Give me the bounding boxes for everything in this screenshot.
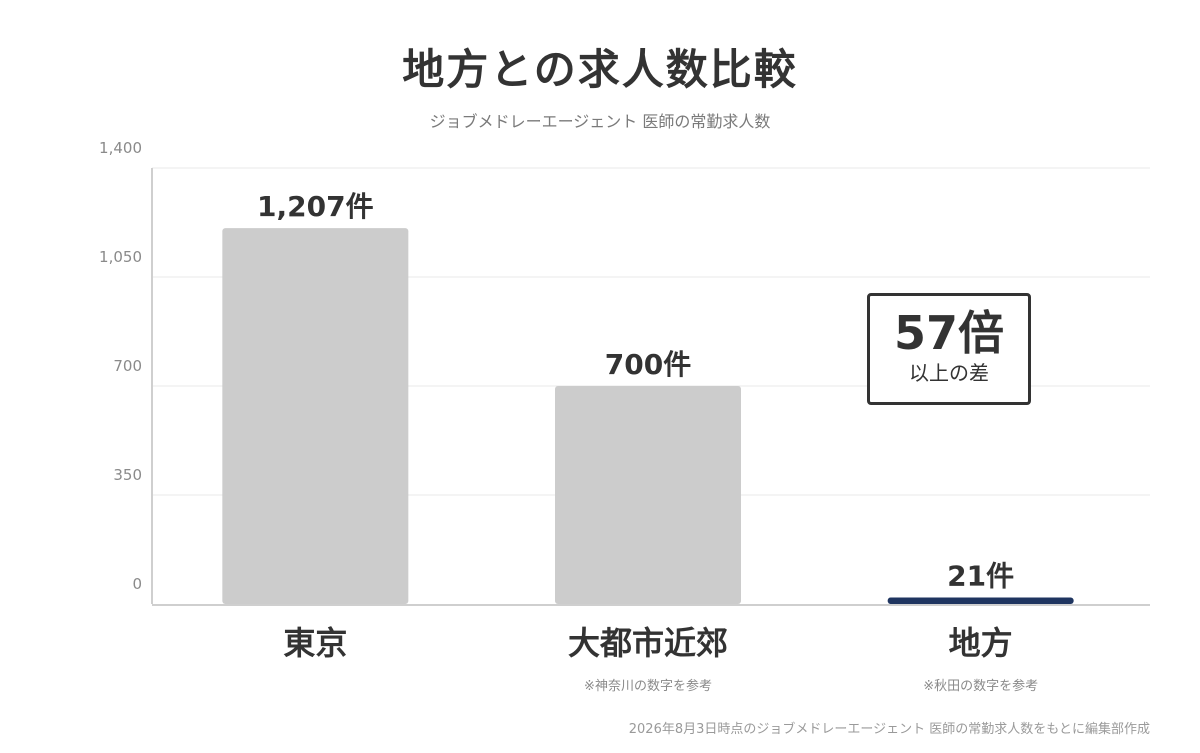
category-label: 東京: [283, 624, 347, 662]
y-tick-label: 1,050: [99, 248, 142, 266]
category-label: 地方: [949, 624, 1013, 662]
category-note: ※秋田の数字を参考: [923, 678, 1038, 694]
data-label: 21件: [947, 559, 1014, 592]
ratio-callout-value: 57倍: [893, 306, 1004, 360]
y-tick-label: 700: [113, 357, 142, 375]
source-footnote: 2026年8月3日時点のジョブメドレーエージェント 医師の常勤求人数をもとに編集…: [628, 722, 1150, 737]
data-label: 700件: [605, 348, 691, 381]
y-tick-label: 0: [132, 575, 142, 593]
data-label: 1,207件: [257, 190, 374, 223]
ratio-callout: 57倍 以上の差: [867, 293, 1031, 405]
bar: [222, 228, 409, 604]
category-label: 大都市近郊: [568, 624, 728, 662]
ratio-callout-caption: 以上の差: [909, 361, 989, 385]
chart-subtitle: ジョブメドレーエージェント 医師の常勤求人数: [429, 112, 771, 131]
bar: [555, 386, 741, 604]
bar: [887, 597, 1074, 604]
y-tick-label: 1,400: [99, 139, 142, 157]
y-tick-label: 350: [113, 466, 142, 484]
category-note: ※神奈川の数字を参考: [584, 678, 712, 694]
chart-title: 地方との求人数比較: [402, 45, 798, 94]
